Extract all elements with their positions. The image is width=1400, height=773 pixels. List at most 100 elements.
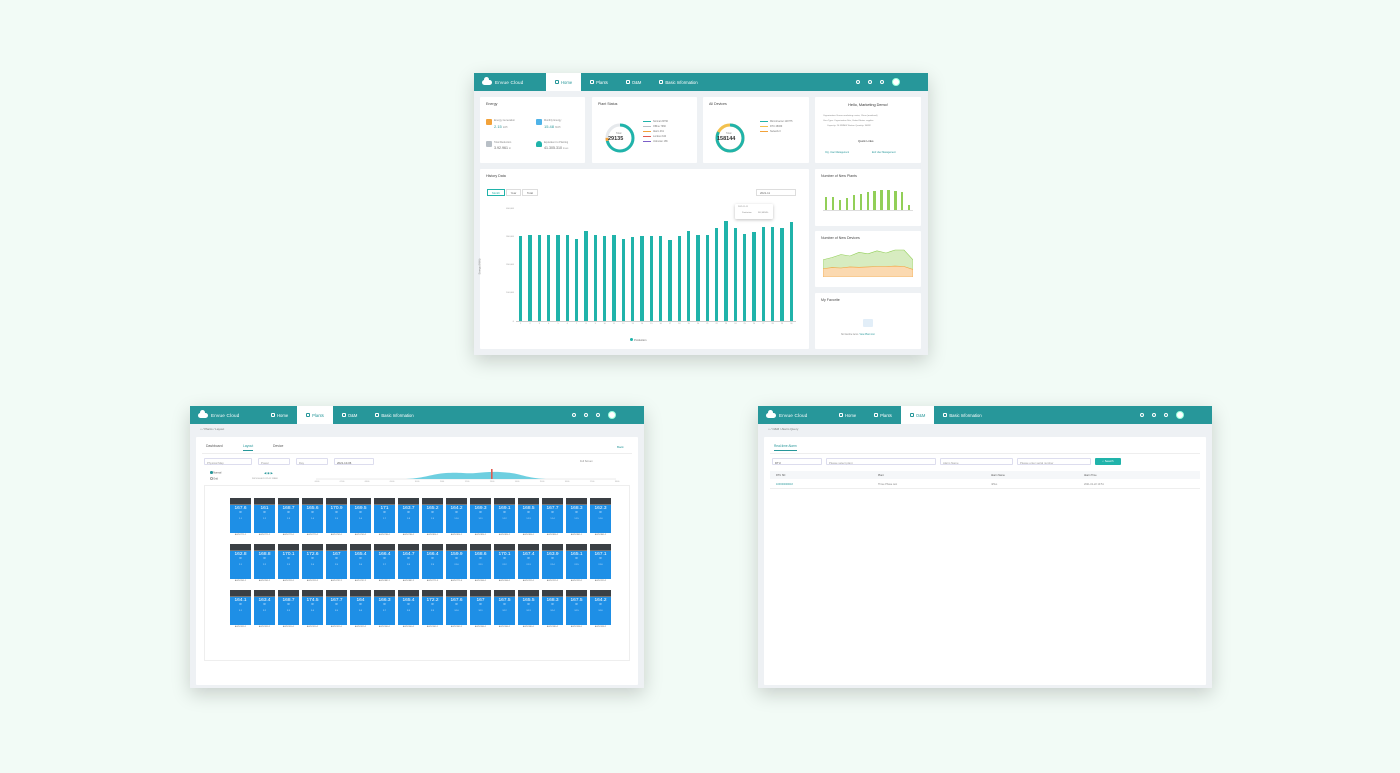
history-bar[interactable] [621, 238, 626, 321]
solar-panel[interactable]: 170.9 W 1.5 [326, 498, 347, 533]
history-tab-total[interactable]: Total [522, 189, 538, 196]
solar-panel[interactable]: 167.6 W 1.1 [230, 498, 251, 533]
solar-panel[interactable]: 167.1 W 2.16 [590, 544, 611, 579]
history-bar[interactable] [640, 235, 644, 321]
solar-panel[interactable]: 167.7 W 1.14 [542, 498, 563, 533]
history-bar[interactable] [705, 235, 710, 321]
solar-panel[interactable]: 164.2 W 3.16 [590, 590, 611, 625]
search-icon[interactable] [1140, 413, 1144, 417]
dtu-select[interactable]: DTU [772, 458, 822, 465]
new-plants-bar[interactable] [825, 197, 828, 210]
history-bar[interactable] [733, 227, 738, 321]
history-bar[interactable] [546, 235, 551, 321]
nav-home[interactable]: Home [546, 73, 582, 91]
solar-panel[interactable]: 165.6 W 1.4 [302, 498, 323, 533]
history-bar[interactable] [537, 234, 542, 321]
nav-o-m[interactable]: O&M [333, 406, 367, 424]
solar-panel[interactable]: 167.4 W 2.13 [518, 544, 539, 579]
brand-logo[interactable]: Envue Cloud [474, 77, 546, 85]
avatar[interactable] [1176, 411, 1184, 419]
end-user-management-link[interactable]: End User Management [872, 152, 896, 154]
solar-panel[interactable]: 169.3 W 1.11 [470, 498, 491, 533]
solar-panel[interactable]: 161 W 1.2 [254, 498, 275, 533]
history-bar[interactable] [780, 227, 784, 321]
solar-panel[interactable]: 166.4 W 2.7 [374, 544, 395, 579]
alarm-name-input[interactable]: Alarm Name [940, 458, 1013, 465]
history-bar[interactable] [602, 235, 607, 321]
solar-panel[interactable]: 165.2 W 1.9 [422, 498, 443, 533]
solar-panel[interactable]: 163.9 W 2.14 [542, 544, 563, 579]
back-button[interactable]: Back [617, 445, 624, 449]
day-select[interactable]: Day [296, 458, 328, 465]
new-plants-bar[interactable] [880, 190, 883, 210]
history-tab-year[interactable]: Year [506, 189, 521, 196]
solar-panel[interactable]: 164.7 W 2.8 [398, 544, 419, 579]
solar-panel[interactable]: 170.1 W 2.3 [278, 544, 299, 579]
history-bar[interactable] [593, 234, 598, 321]
new-plants-bar[interactable] [866, 192, 869, 210]
solar-panel[interactable]: 167.5 W 3.12 [494, 590, 515, 625]
breadcrumb-plants[interactable]: Plants [204, 427, 213, 431]
history-bar[interactable] [686, 231, 691, 321]
history-bar[interactable] [649, 236, 654, 321]
solar-panel[interactable]: 167.7 W 3.5 [326, 590, 347, 625]
solar-panel[interactable]: 159.9 W 2.10 [446, 544, 467, 579]
apps-icon[interactable] [596, 413, 600, 417]
history-bar[interactable] [556, 234, 560, 321]
plant-select[interactable]: Please select plant [826, 458, 936, 465]
solar-panel[interactable]: 165.4 W 3.8 [398, 590, 419, 625]
radio-grid[interactable]: Grid [210, 477, 218, 481]
history-bar[interactable] [630, 236, 635, 321]
solar-panel[interactable]: 165.4 W 2.6 [350, 544, 371, 579]
solar-panel[interactable]: 163.4 W 3.2 [254, 590, 275, 625]
history-bar[interactable] [584, 231, 588, 321]
help-icon[interactable] [584, 413, 588, 417]
history-date-picker[interactable]: 2021-11 [756, 189, 796, 196]
nav-o-m[interactable]: O&M [617, 73, 651, 91]
avatar[interactable] [892, 78, 900, 86]
nav-home[interactable]: Home [262, 406, 297, 424]
playback-controls[interactable]: ◀ ◉ ▶ [264, 471, 273, 475]
solar-panel[interactable]: 170.1 W 2.12 [494, 544, 515, 579]
solar-panel[interactable]: 162.3 W 1.16 [590, 498, 611, 533]
history-bar[interactable] [761, 226, 766, 321]
power-select[interactable]: Power [258, 458, 290, 465]
solar-panel[interactable]: 165.5 W 3.13 [518, 590, 539, 625]
search-button[interactable]: ⌕ Search [1095, 458, 1121, 465]
view-plant-list-link[interactable]: View Plant List [859, 334, 875, 336]
solar-panel[interactable]: 165.1 W 2.15 [566, 544, 587, 579]
history-bar[interactable] [696, 235, 700, 321]
history-bar[interactable] [612, 234, 616, 321]
new-plants-bar[interactable] [873, 190, 876, 210]
breadcrumb-o-m[interactable]: O&M [772, 427, 780, 431]
tab-device[interactable]: Device [273, 444, 284, 448]
solar-panel[interactable]: 167.6 W 3.10 [446, 590, 467, 625]
solar-panel[interactable]: 168.3 W 1.15 [566, 498, 587, 533]
history-bar[interactable] [770, 227, 775, 321]
nav-o-m[interactable]: O&M [900, 406, 935, 424]
nav-plants[interactable]: Plants [297, 406, 333, 424]
row-dtu-sn[interactable]: 10F000000043 [776, 483, 793, 486]
solar-panel[interactable]: 172.2 W 3.9 [422, 590, 443, 625]
nav-plants[interactable]: Plants [581, 73, 617, 91]
solar-panel[interactable]: 168.6 W 2.11 [470, 544, 491, 579]
search-icon[interactable] [856, 80, 860, 84]
solar-panel[interactable]: 169.1 W 1.12 [494, 498, 515, 533]
new-plants-bar[interactable] [838, 199, 842, 210]
nav-basic-information[interactable]: Basic Information [650, 73, 706, 91]
solar-panel[interactable]: 167.5 W 3.15 [566, 590, 587, 625]
history-tab-month[interactable]: Month [487, 189, 505, 196]
solar-panel[interactable]: 168.5 W 1.13 [518, 498, 539, 533]
history-bar[interactable] [518, 235, 523, 321]
history-bar[interactable] [528, 235, 532, 321]
solar-panel[interactable]: 168.7 W 3.3 [278, 590, 299, 625]
solar-panel[interactable]: 163.7 W 1.8 [398, 498, 419, 533]
solar-panel[interactable]: 168.8 W 2.2 [254, 544, 275, 579]
brand-logo[interactable]: Envue Cloud [758, 410, 830, 418]
serial-number-input[interactable]: Please enter serial number [1017, 458, 1091, 465]
solar-panel[interactable]: 168.7 W 1.3 [278, 498, 299, 533]
new-plants-bar[interactable] [908, 204, 911, 210]
history-bar[interactable] [677, 236, 682, 321]
history-bar[interactable] [668, 239, 672, 321]
apps-icon[interactable] [1164, 413, 1168, 417]
